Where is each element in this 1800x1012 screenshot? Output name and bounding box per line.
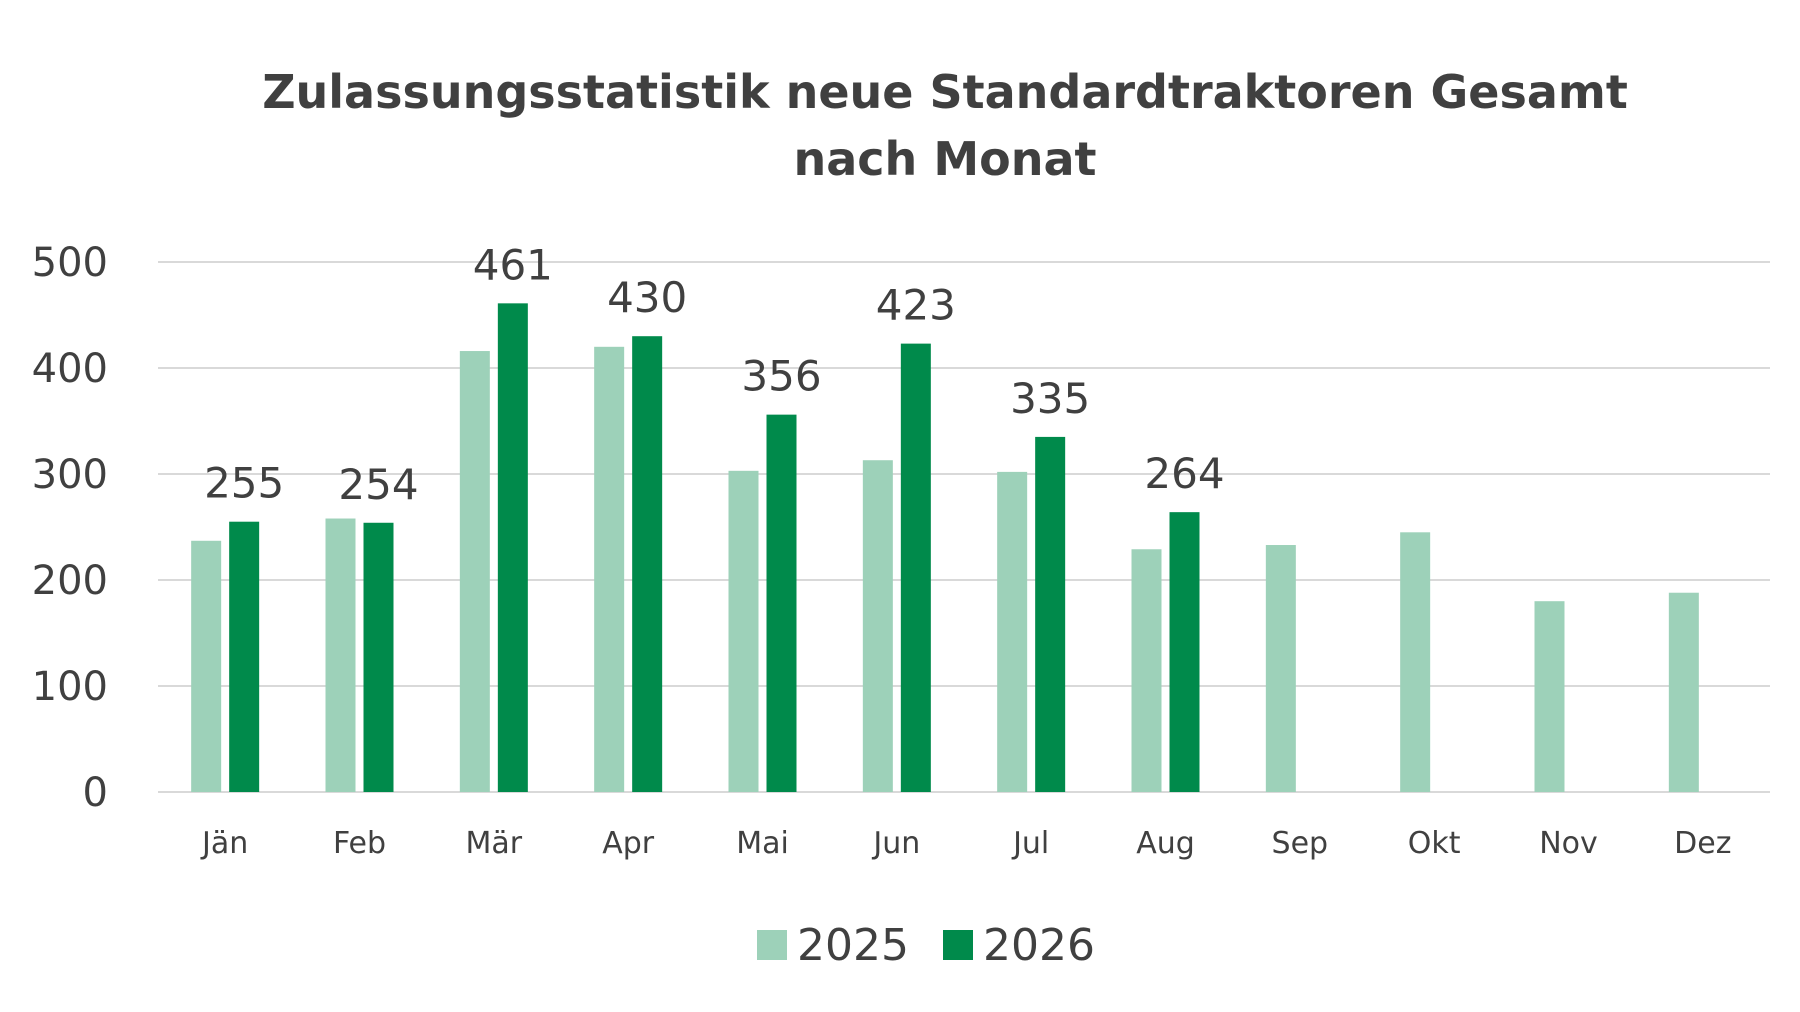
x-tick-label: Aug <box>1136 826 1195 861</box>
bar-2026-Jun <box>900 343 931 792</box>
x-tick-label: Jun <box>871 826 920 861</box>
x-tick-label: Feb <box>333 826 386 861</box>
x-tick-label: Jän <box>200 826 248 861</box>
data-label-2026-Jul: 335 <box>1010 374 1090 423</box>
gridlines <box>158 261 1770 793</box>
x-tick-label: Okt <box>1408 826 1461 861</box>
data-label-2026-Feb: 254 <box>338 460 418 509</box>
bar-2025-Jun <box>862 460 893 792</box>
x-tick-label: Apr <box>602 826 655 861</box>
bar-2025-Mai <box>728 470 759 792</box>
bar-2025-Aug <box>1131 549 1162 792</box>
legend-swatch-2025 <box>757 930 787 960</box>
x-tick-label: Sep <box>1272 826 1329 861</box>
x-tick-label: Mär <box>466 826 523 861</box>
bar-2026-Mai <box>766 414 797 792</box>
y-axis-ticks: 0 100 200 300 400 500 <box>32 240 108 816</box>
y-tick-label: 0 <box>83 770 108 816</box>
data-label-2026-Jun: 423 <box>876 281 956 330</box>
bar-2026-Aug <box>1169 512 1200 792</box>
bar-2025-Apr <box>594 346 625 792</box>
bar-2025-Dez <box>1668 592 1699 792</box>
bar-2025-Feb <box>325 518 356 792</box>
bar-2025-Jul <box>997 471 1028 792</box>
y-tick-label: 100 <box>32 664 108 710</box>
bars <box>191 303 1699 792</box>
bar-2025-Okt <box>1400 532 1431 792</box>
bar-2025-Jän <box>191 540 222 792</box>
x-axis-ticks: Jän Feb Mär Apr Mai Jun Jul Aug Sep Okt Nov Dez <box>200 826 1731 861</box>
x-tick-label: Nov <box>1539 826 1598 861</box>
y-tick-label: 200 <box>32 558 108 604</box>
data-label-2026-Aug: 264 <box>1144 449 1224 498</box>
y-tick-label: 400 <box>32 346 108 392</box>
x-tick-label: Jul <box>1011 826 1049 861</box>
legend-label-2025: 2025 <box>797 920 909 971</box>
chart-title: Zulassungsstatistik neue Standardtraktor… <box>262 65 1628 119</box>
legend-label-2026: 2026 <box>983 920 1095 971</box>
bar-2026-Jän <box>229 521 260 792</box>
bar-2026-Feb <box>363 522 394 792</box>
bar-2025-Sep <box>1265 545 1296 792</box>
bar-2025-Mär <box>459 351 490 792</box>
data-labels: 255 254 461 430 356 423 335 264 <box>204 240 1225 508</box>
data-label-2026-Jän: 255 <box>204 459 284 508</box>
chart-title-line2: nach Monat <box>794 132 1097 186</box>
y-tick-label: 300 <box>32 452 108 498</box>
bar-2025-Nov <box>1534 601 1565 792</box>
x-tick-label: Mai <box>736 826 789 861</box>
y-tick-label: 500 <box>32 240 108 286</box>
data-label-2026-Apr: 430 <box>607 273 687 322</box>
legend-swatch-2026 <box>943 930 973 960</box>
legend: 2025 2026 <box>757 920 1095 971</box>
data-label-2026-Mai: 356 <box>741 352 821 401</box>
bar-2026-Apr <box>632 336 663 792</box>
bar-2026-Mär <box>497 303 528 792</box>
x-tick-label: Dez <box>1674 826 1731 861</box>
data-label-2026-Mär: 461 <box>473 240 553 289</box>
bar-2026-Jul <box>1035 436 1066 792</box>
